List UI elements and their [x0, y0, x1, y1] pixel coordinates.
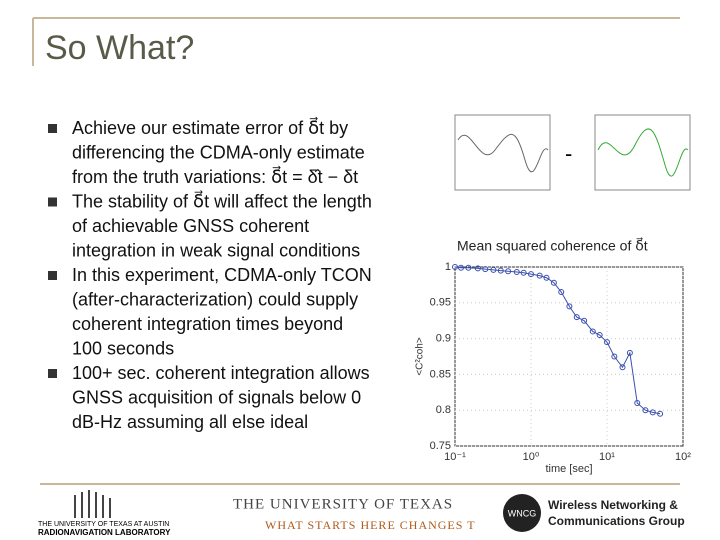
ut-top: THE UNIVERSITY OF TEXAS: [233, 496, 453, 512]
data-point: [482, 266, 489, 273]
wncg-logo: WNCG: [508, 508, 537, 518]
bullet-text: 100+ sec. coherent integration allows: [72, 363, 370, 383]
bullet-text: (after-characterization) could supply: [72, 289, 358, 309]
bullet-marker: [48, 124, 57, 133]
data-point: [634, 400, 641, 407]
x-tick-label: 10⁻¹: [444, 451, 466, 463]
data-point: [619, 364, 626, 371]
bullet-text: of achievable GNSS coherent: [72, 216, 309, 236]
bullet-text: In this experiment, CDMA-only TCON: [72, 265, 372, 285]
data-point: [452, 264, 458, 270]
rnl-top: THE UNIVERSITY OF TEXAS AT AUSTIN: [38, 521, 169, 528]
data-point: [474, 265, 481, 272]
bullet-text: dB-Hz assuming all else ideal: [72, 412, 308, 432]
data-point: [566, 303, 573, 310]
rnl-bottom: RADIONAVIGATION LABORATORY: [38, 528, 171, 537]
wncg-line-2: Communications Group: [548, 514, 685, 528]
x-tick-label: 10²: [675, 451, 691, 463]
thumb-plot-2: [594, 114, 691, 191]
thumb-plot-1: [454, 114, 551, 191]
slide-title: So What?: [45, 29, 194, 67]
bullet-text: coherent integration times beyond: [72, 314, 343, 334]
y-tick-label: 0.8: [436, 404, 451, 416]
bullet-text: 100 seconds: [72, 338, 174, 358]
bullet-text: from the truth variations: δ⃗t = δ̂t − δ…: [72, 165, 358, 186]
bullet-text: integration in weak signal conditions: [72, 240, 360, 260]
bullet-marker: [48, 197, 57, 207]
y-tick-label: 1: [445, 261, 451, 273]
y-tick-label: 0.75: [430, 440, 451, 452]
data-point: [505, 268, 512, 275]
y-axis-label: <C²coh>: [415, 337, 426, 376]
chart-title: Mean squared coherence of δ⃗t: [457, 237, 648, 254]
bullet-text: GNSS acquisition of signals below 0: [72, 387, 361, 407]
data-point: [657, 410, 664, 417]
data-point: [649, 409, 656, 416]
bullet-marker: [48, 271, 57, 280]
data-point: [458, 264, 465, 271]
data-point: [611, 353, 618, 360]
y-tick-label: 0.85: [430, 368, 451, 380]
bullet-text: The stability of δ⃗t will affect the len…: [72, 190, 372, 211]
data-point: [536, 272, 543, 279]
x-tick-label: 10⁰: [523, 451, 540, 463]
bullet-text: Achieve our estimate error of δ⃗t by: [72, 116, 348, 137]
x-axis-label: time [sec]: [545, 463, 592, 475]
data-point: [520, 269, 527, 276]
data-point: [573, 314, 580, 321]
y-tick-label: 0.95: [430, 297, 451, 309]
data-point: [528, 271, 534, 278]
minus-sign: -: [565, 141, 572, 166]
y-tick-label: 0.9: [436, 333, 451, 345]
data-point: [490, 266, 497, 273]
ut-bottom: WHAT STARTS HERE CHANGES T: [265, 518, 476, 532]
data-point: [550, 279, 557, 286]
bullet-marker: [48, 369, 57, 378]
data-point: [642, 407, 649, 414]
data-point: [543, 274, 550, 281]
data-point: [604, 339, 610, 346]
data-point: [513, 269, 520, 276]
wncg-line-1: Wireless Networking &: [548, 498, 678, 512]
x-tick-label: 10¹: [599, 451, 615, 463]
plot-area: [454, 266, 684, 447]
data-point: [558, 289, 565, 296]
data-point: [596, 332, 603, 339]
bullet-text: differencing the CDMA-only estimate: [72, 142, 365, 162]
footer: THE UNIVERSITY OF TEXAS AT AUSTIN RADION…: [38, 490, 685, 537]
data-point: [465, 264, 472, 271]
data-point: [581, 317, 588, 324]
data-point: [626, 349, 633, 356]
series-line: [454, 266, 661, 415]
data-point: [589, 328, 596, 335]
data-point: [497, 267, 504, 274]
